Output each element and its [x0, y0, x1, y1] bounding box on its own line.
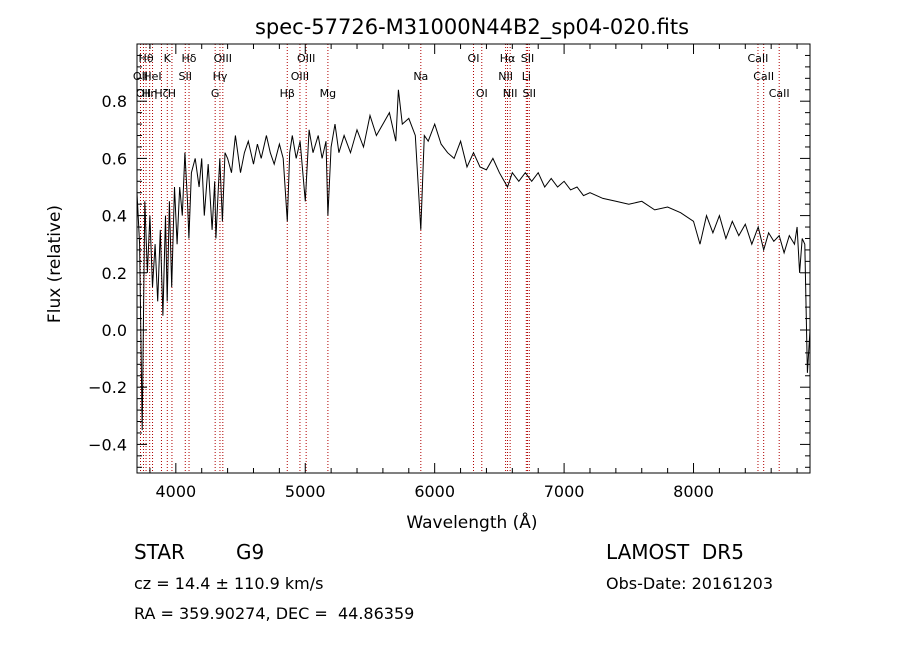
line-label-2: Hθ: [139, 52, 154, 65]
x-tick-label: 8000: [673, 482, 714, 501]
plot-frame: [136, 43, 811, 474]
line-label-24: SII: [521, 52, 534, 65]
y-tick-label: 0.2: [102, 264, 127, 283]
object-subclass: G9: [236, 540, 265, 564]
line-label-4: HeI: [143, 70, 161, 83]
y-tick-label: −0.2: [88, 378, 127, 397]
survey-name: LAMOST DR5: [606, 540, 744, 564]
line-label-14: OIII: [291, 70, 309, 83]
line-label-28: CaII: [769, 87, 790, 100]
spectral-line-labels: OIIOIIHθHηHeIHζKHSIIHδGHγOIIIHβOIIIOIIIM…: [133, 52, 790, 100]
chart-title: spec-57726-M31000N44B2_sp04-020.fits: [255, 15, 689, 40]
y-tick-label: 0.8: [102, 92, 127, 111]
line-label-7: H: [168, 87, 176, 100]
line-label-23: Li: [522, 70, 531, 83]
x-axis-ticks: 4000 5000 6000 7000 8000: [149, 44, 798, 501]
line-label-6: K: [164, 52, 172, 65]
object-class: STAR: [134, 540, 185, 564]
coordinates: RA = 359.90274, DEC = 44.86359: [134, 604, 415, 623]
y-tick-label: 0.0: [102, 321, 127, 340]
x-tick-label: 5000: [285, 482, 326, 501]
line-label-5: Hζ: [154, 87, 168, 100]
redshift-cz: cz = 14.4 ± 110.9 km/s: [134, 574, 324, 593]
x-tick-label: 7000: [544, 482, 585, 501]
spectrum-line: [136, 89, 811, 431]
line-label-19: OI: [476, 87, 488, 100]
x-tick-label: 4000: [155, 482, 196, 501]
line-label-22: NII: [503, 87, 518, 100]
line-label-27: CaII: [753, 70, 774, 83]
spectral-line-markers: [139, 44, 780, 473]
observation-date: Obs-Date: 20161203: [606, 574, 774, 593]
y-tick-label: 0.6: [102, 149, 127, 168]
y-axis-label: Flux (relative): [45, 205, 65, 323]
y-tick-label: −0.4: [88, 435, 127, 454]
y-tick-label: 0.4: [102, 207, 127, 226]
line-label-20: NII: [498, 70, 513, 83]
line-label-21: Hα: [500, 52, 516, 65]
x-tick-label: 6000: [414, 482, 455, 501]
line-label-3: Hη: [142, 87, 157, 100]
line-label-13: Hβ: [280, 87, 295, 100]
line-label-10: G: [211, 87, 220, 100]
line-label-12: OIII: [214, 52, 232, 65]
line-label-16: Mg: [320, 87, 336, 100]
line-label-9: Hδ: [182, 52, 197, 65]
line-label-26: CaII: [748, 52, 769, 65]
line-label-18: OI: [468, 52, 480, 65]
line-label-11: Hγ: [213, 70, 228, 83]
line-label-15: OIII: [297, 52, 315, 65]
x-axis-label: Wavelength (Å): [406, 511, 537, 533]
line-label-17: Na: [413, 70, 428, 83]
y-axis-ticks: −0.4 −0.2 0.0 0.2 0.4 0.6 0.8: [88, 54, 810, 468]
line-label-25: SII: [523, 87, 536, 100]
line-label-8: SII: [179, 70, 192, 83]
